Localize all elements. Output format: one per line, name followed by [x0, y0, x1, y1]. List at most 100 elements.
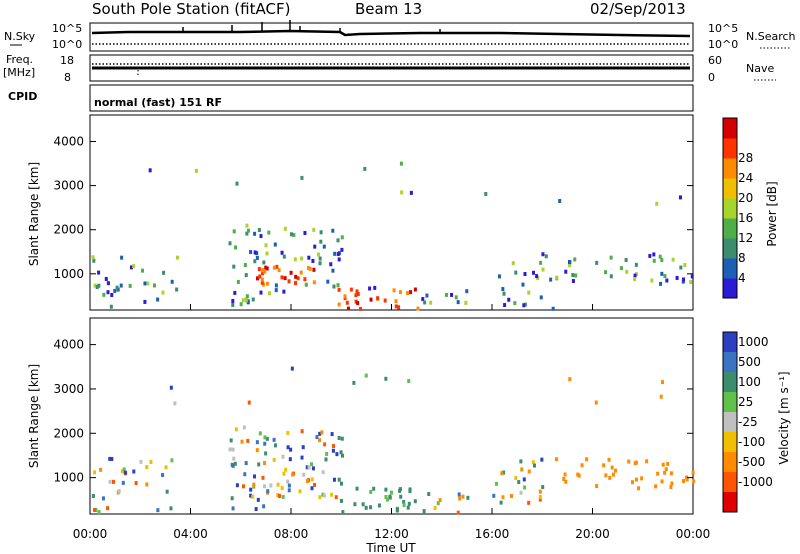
velocity-cell [637, 486, 641, 491]
velocity-cell [576, 472, 580, 477]
power-cell [444, 292, 448, 297]
power-panel: Slant Range [km] 1000 2000 3000 4000 4 8 12 16… [27, 114, 779, 311]
velocity-cell [564, 479, 568, 484]
velocity-colorbar-tick: -100 [738, 435, 765, 449]
power-cell [257, 228, 261, 233]
power-cell [255, 255, 259, 260]
power-cell [363, 166, 367, 171]
power-y-tick-label: 2000 [53, 223, 84, 237]
velocity-cell [604, 473, 608, 478]
power-cell [245, 294, 249, 299]
nsearch-tick-bottom: 10^0 [708, 38, 738, 51]
power-cell [541, 267, 545, 272]
power-cell [128, 283, 132, 288]
power-cell [161, 290, 165, 295]
velocity-cell [661, 462, 665, 467]
velocity-y-tick-label: 3000 [53, 382, 84, 396]
velocity-cell [235, 483, 239, 488]
velocity-cell [384, 487, 388, 492]
velocity-cell [169, 506, 173, 511]
velocity-cell [287, 488, 291, 493]
power-cell [299, 270, 303, 275]
velocity-cell [97, 510, 101, 515]
velocity-cell [269, 483, 273, 488]
velocity-cell [520, 467, 524, 472]
power-colorbar-segment [723, 178, 737, 199]
velocity-cell [594, 400, 598, 405]
velocity-cell [280, 485, 284, 490]
power-cell [655, 201, 659, 206]
power-cell [373, 285, 377, 290]
power-cell [312, 267, 316, 272]
velocity-cell [611, 472, 615, 477]
freq-tick-bottom: 8 [64, 71, 71, 84]
velocity-colorbar-segment [723, 452, 737, 473]
velocity-panel: Slant Range [km] 1000 2000 3000 4000 1000 50… [27, 317, 791, 515]
velocity-cell [563, 472, 567, 477]
nsky-tick-top: 10^5 [52, 22, 82, 35]
cpid-mode: normal (fast) 151 RF [94, 96, 222, 109]
velocity-cell [666, 461, 670, 466]
velocity-cell [254, 507, 258, 512]
power-cell [450, 292, 454, 297]
power-cell [303, 231, 307, 236]
velocity-cell [399, 494, 403, 499]
power-cell [195, 168, 199, 173]
power-cell [392, 288, 396, 293]
velocity-cell [398, 487, 402, 492]
power-cell [170, 279, 174, 284]
velocity-cell [284, 467, 288, 472]
power-cell [625, 269, 629, 274]
velocity-cell [562, 476, 566, 481]
power-cell [689, 280, 693, 285]
velocity-cell [669, 471, 673, 476]
power-y-ticks: 1000 2000 3000 4000 [53, 134, 693, 281]
power-cell [272, 265, 276, 270]
velocity-ylabel: Slant Range [km] [27, 364, 41, 468]
power-cell [650, 278, 654, 283]
power-cell [394, 304, 398, 309]
power-cell [503, 303, 507, 308]
x-tick-label: 00:00 [676, 527, 711, 541]
velocity-cell [266, 489, 270, 494]
velocity-cell [290, 366, 294, 371]
velocity-cell [335, 452, 339, 457]
power-cell [110, 293, 114, 298]
velocity-cell [165, 489, 169, 494]
velocity-cell [352, 380, 356, 385]
power-cell [356, 301, 360, 306]
power-cell [524, 302, 528, 307]
velocity-cell [173, 401, 177, 406]
power-cell [564, 269, 568, 274]
velocity-cell [263, 435, 267, 440]
power-cell [148, 168, 152, 173]
power-cell [671, 257, 675, 262]
velocity-colorbar-tick: -25 [738, 415, 758, 429]
power-cell [329, 262, 333, 267]
power-colorbar-segment [723, 218, 737, 239]
power-cell [331, 268, 335, 273]
power-colorbar-tick: 24 [738, 171, 753, 185]
velocity-cell [169, 385, 173, 390]
velocity-cell [253, 474, 257, 479]
velocity-cell [654, 484, 658, 489]
velocity-colorbar: 1000 500 100 25 -25 -100 -500 -1000 [722, 331, 773, 513]
power-cell [633, 276, 637, 281]
power-colorbar-frame [722, 117, 738, 299]
velocity-cell [111, 479, 115, 484]
power-cell [109, 304, 113, 309]
velocity-colorbar-frame [722, 331, 738, 513]
velocity-cell [438, 498, 442, 503]
power-cell [349, 287, 353, 292]
power-cell [595, 260, 599, 265]
velocity-cell [339, 498, 343, 503]
power-cell [259, 290, 263, 295]
power-cell [336, 283, 340, 288]
velocity-cell [340, 453, 344, 458]
velocity-cell [339, 450, 343, 455]
power-cell [336, 238, 340, 243]
velocity-cell [286, 430, 290, 435]
power-cell [307, 255, 311, 260]
velocity-cell [369, 489, 373, 494]
velocity-cell [272, 457, 276, 462]
